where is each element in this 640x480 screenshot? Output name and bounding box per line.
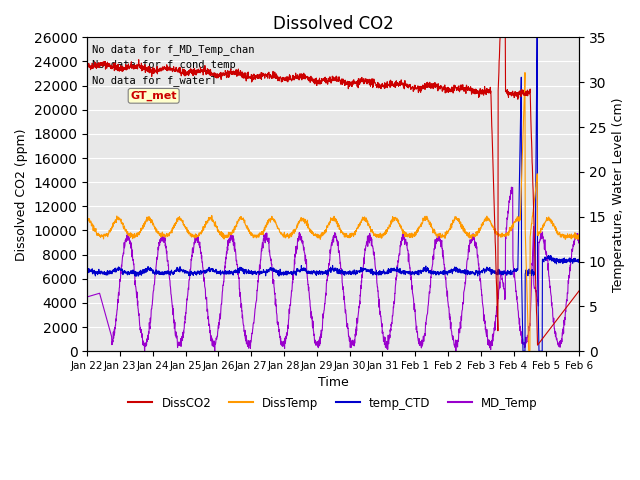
Text: No data for f_cond_temp: No data for f_cond_temp [92, 60, 236, 70]
Text: No data for f_waterT: No data for f_waterT [92, 75, 217, 86]
Y-axis label: Temperature, Water Level (cm): Temperature, Water Level (cm) [612, 97, 625, 291]
Title: Dissolved CO2: Dissolved CO2 [273, 15, 394, 33]
Text: GT_met: GT_met [131, 91, 177, 101]
Legend: DissCO2, DissTemp, temp_CTD, MD_Temp: DissCO2, DissTemp, temp_CTD, MD_Temp [124, 392, 543, 414]
Y-axis label: Dissolved CO2 (ppm): Dissolved CO2 (ppm) [15, 128, 28, 261]
Text: No data for f_MD_Temp_chan: No data for f_MD_Temp_chan [92, 44, 255, 55]
X-axis label: Time: Time [318, 376, 349, 389]
